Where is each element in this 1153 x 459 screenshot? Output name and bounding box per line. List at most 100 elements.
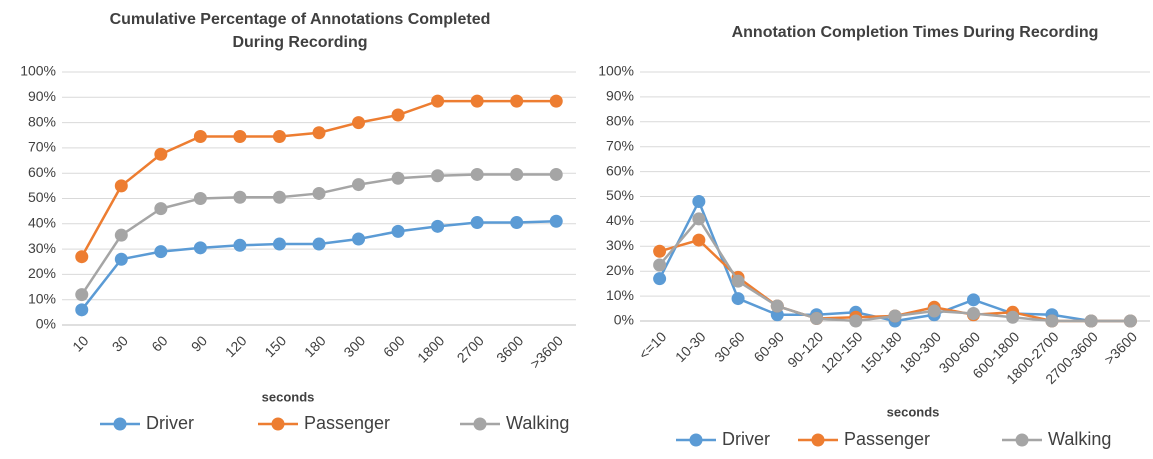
- data-point: [75, 250, 89, 264]
- legend-label: Driver: [722, 429, 770, 449]
- y-tick-label: 20%: [28, 265, 56, 281]
- data-point: [510, 94, 524, 108]
- x-tick-label: 10: [69, 332, 91, 354]
- y-tick-label: 70%: [606, 137, 634, 153]
- data-point: [391, 224, 405, 238]
- data-point: [193, 241, 207, 255]
- x-tick-label: 60: [148, 332, 170, 354]
- x-tick-label: <=10: [635, 328, 669, 362]
- y-tick-label: 100%: [20, 63, 56, 79]
- data-point: [272, 237, 286, 251]
- data-point: [927, 304, 941, 318]
- chart-title: Annotation Completion Times During Recor…: [732, 24, 1099, 41]
- data-point: [114, 252, 128, 266]
- x-axis-title: seconds: [887, 404, 940, 419]
- legend-label: Driver: [146, 413, 194, 433]
- data-point: [731, 292, 745, 306]
- data-point: [810, 312, 824, 326]
- data-point: [233, 190, 247, 204]
- data-point: [391, 108, 405, 122]
- legend-label: Walking: [1048, 429, 1111, 449]
- y-tick-label: 80%: [28, 113, 56, 129]
- data-point: [431, 169, 445, 183]
- y-tick-label: 40%: [28, 215, 56, 231]
- data-point: [966, 307, 980, 321]
- data-point: [549, 167, 563, 181]
- y-tick-label: 10%: [28, 290, 56, 306]
- data-point: [312, 237, 326, 251]
- data-point: [966, 293, 980, 307]
- y-tick-label: 50%: [606, 187, 634, 203]
- legend-swatch-marker: [1015, 433, 1029, 447]
- data-point: [770, 299, 784, 313]
- y-tick-label: 40%: [606, 212, 634, 228]
- legend-label: Walking: [506, 413, 569, 433]
- y-tick-label: 30%: [28, 240, 56, 256]
- data-point: [1045, 314, 1059, 328]
- data-point: [653, 244, 667, 258]
- data-point: [75, 303, 89, 317]
- x-tick-label: 600: [380, 332, 408, 360]
- y-tick-label: 10%: [606, 287, 634, 303]
- data-point: [193, 130, 207, 144]
- x-axis-title: seconds: [262, 389, 315, 404]
- x-tick-label: >3600: [1101, 328, 1140, 367]
- data-point: [470, 167, 484, 181]
- data-point: [849, 314, 863, 328]
- data-point: [692, 194, 706, 208]
- data-point: [653, 272, 667, 286]
- data-point: [431, 94, 445, 108]
- data-point: [653, 258, 667, 272]
- x-tick-label: 120: [222, 332, 250, 360]
- x-tick-label: 120-150: [818, 328, 866, 376]
- data-point: [75, 288, 89, 302]
- chart-title: Cumulative Percentage of Annotations Com…: [110, 11, 491, 28]
- y-tick-label: 100%: [598, 63, 634, 79]
- data-point: [549, 214, 563, 228]
- data-point: [154, 202, 168, 216]
- x-tick-label: 90: [188, 332, 210, 354]
- chart-title: During Recording: [232, 34, 367, 51]
- data-point: [312, 186, 326, 200]
- y-tick-label: 20%: [606, 262, 634, 278]
- legend-swatch-marker: [689, 433, 703, 447]
- x-tick-label: 150: [261, 332, 289, 360]
- y-tick-label: 50%: [28, 189, 56, 205]
- x-tick-label: >3600: [527, 332, 566, 371]
- x-tick-label: 3600: [493, 332, 526, 365]
- x-tick-label: 2700: [454, 332, 487, 365]
- data-point: [692, 233, 706, 247]
- data-point: [154, 245, 168, 259]
- x-tick-label: 180-300: [896, 328, 944, 376]
- legend-label: Passenger: [304, 413, 390, 433]
- data-point: [1006, 310, 1020, 324]
- y-tick-label: 30%: [606, 237, 634, 253]
- data-point: [510, 167, 524, 181]
- data-point: [692, 212, 706, 226]
- x-tick-label: 60-90: [750, 328, 787, 365]
- x-tick-label: 150-180: [857, 328, 905, 376]
- legend-swatch-marker: [113, 417, 127, 431]
- x-tick-label: 1800: [414, 332, 447, 365]
- data-point: [114, 228, 128, 242]
- y-tick-label: 60%: [606, 162, 634, 178]
- y-tick-label: 70%: [28, 139, 56, 155]
- data-point: [888, 309, 902, 323]
- series-line: [658, 216, 1131, 323]
- data-point: [431, 219, 445, 233]
- data-point: [731, 274, 745, 288]
- y-tick-label: 90%: [606, 88, 634, 104]
- y-tick-label: 0%: [614, 312, 634, 328]
- data-point: [352, 116, 366, 130]
- y-tick-label: 90%: [28, 88, 56, 104]
- y-tick-label: 60%: [28, 164, 56, 180]
- data-point: [1123, 314, 1137, 328]
- y-tick-label: 80%: [606, 113, 634, 129]
- data-point: [312, 126, 326, 140]
- x-tick-label: 30-60: [711, 328, 748, 365]
- data-point: [114, 179, 128, 193]
- x-tick-label: 180: [301, 332, 329, 360]
- y-tick-label: 0%: [36, 316, 56, 332]
- series-line: [80, 220, 557, 311]
- legend-swatch-marker: [271, 417, 285, 431]
